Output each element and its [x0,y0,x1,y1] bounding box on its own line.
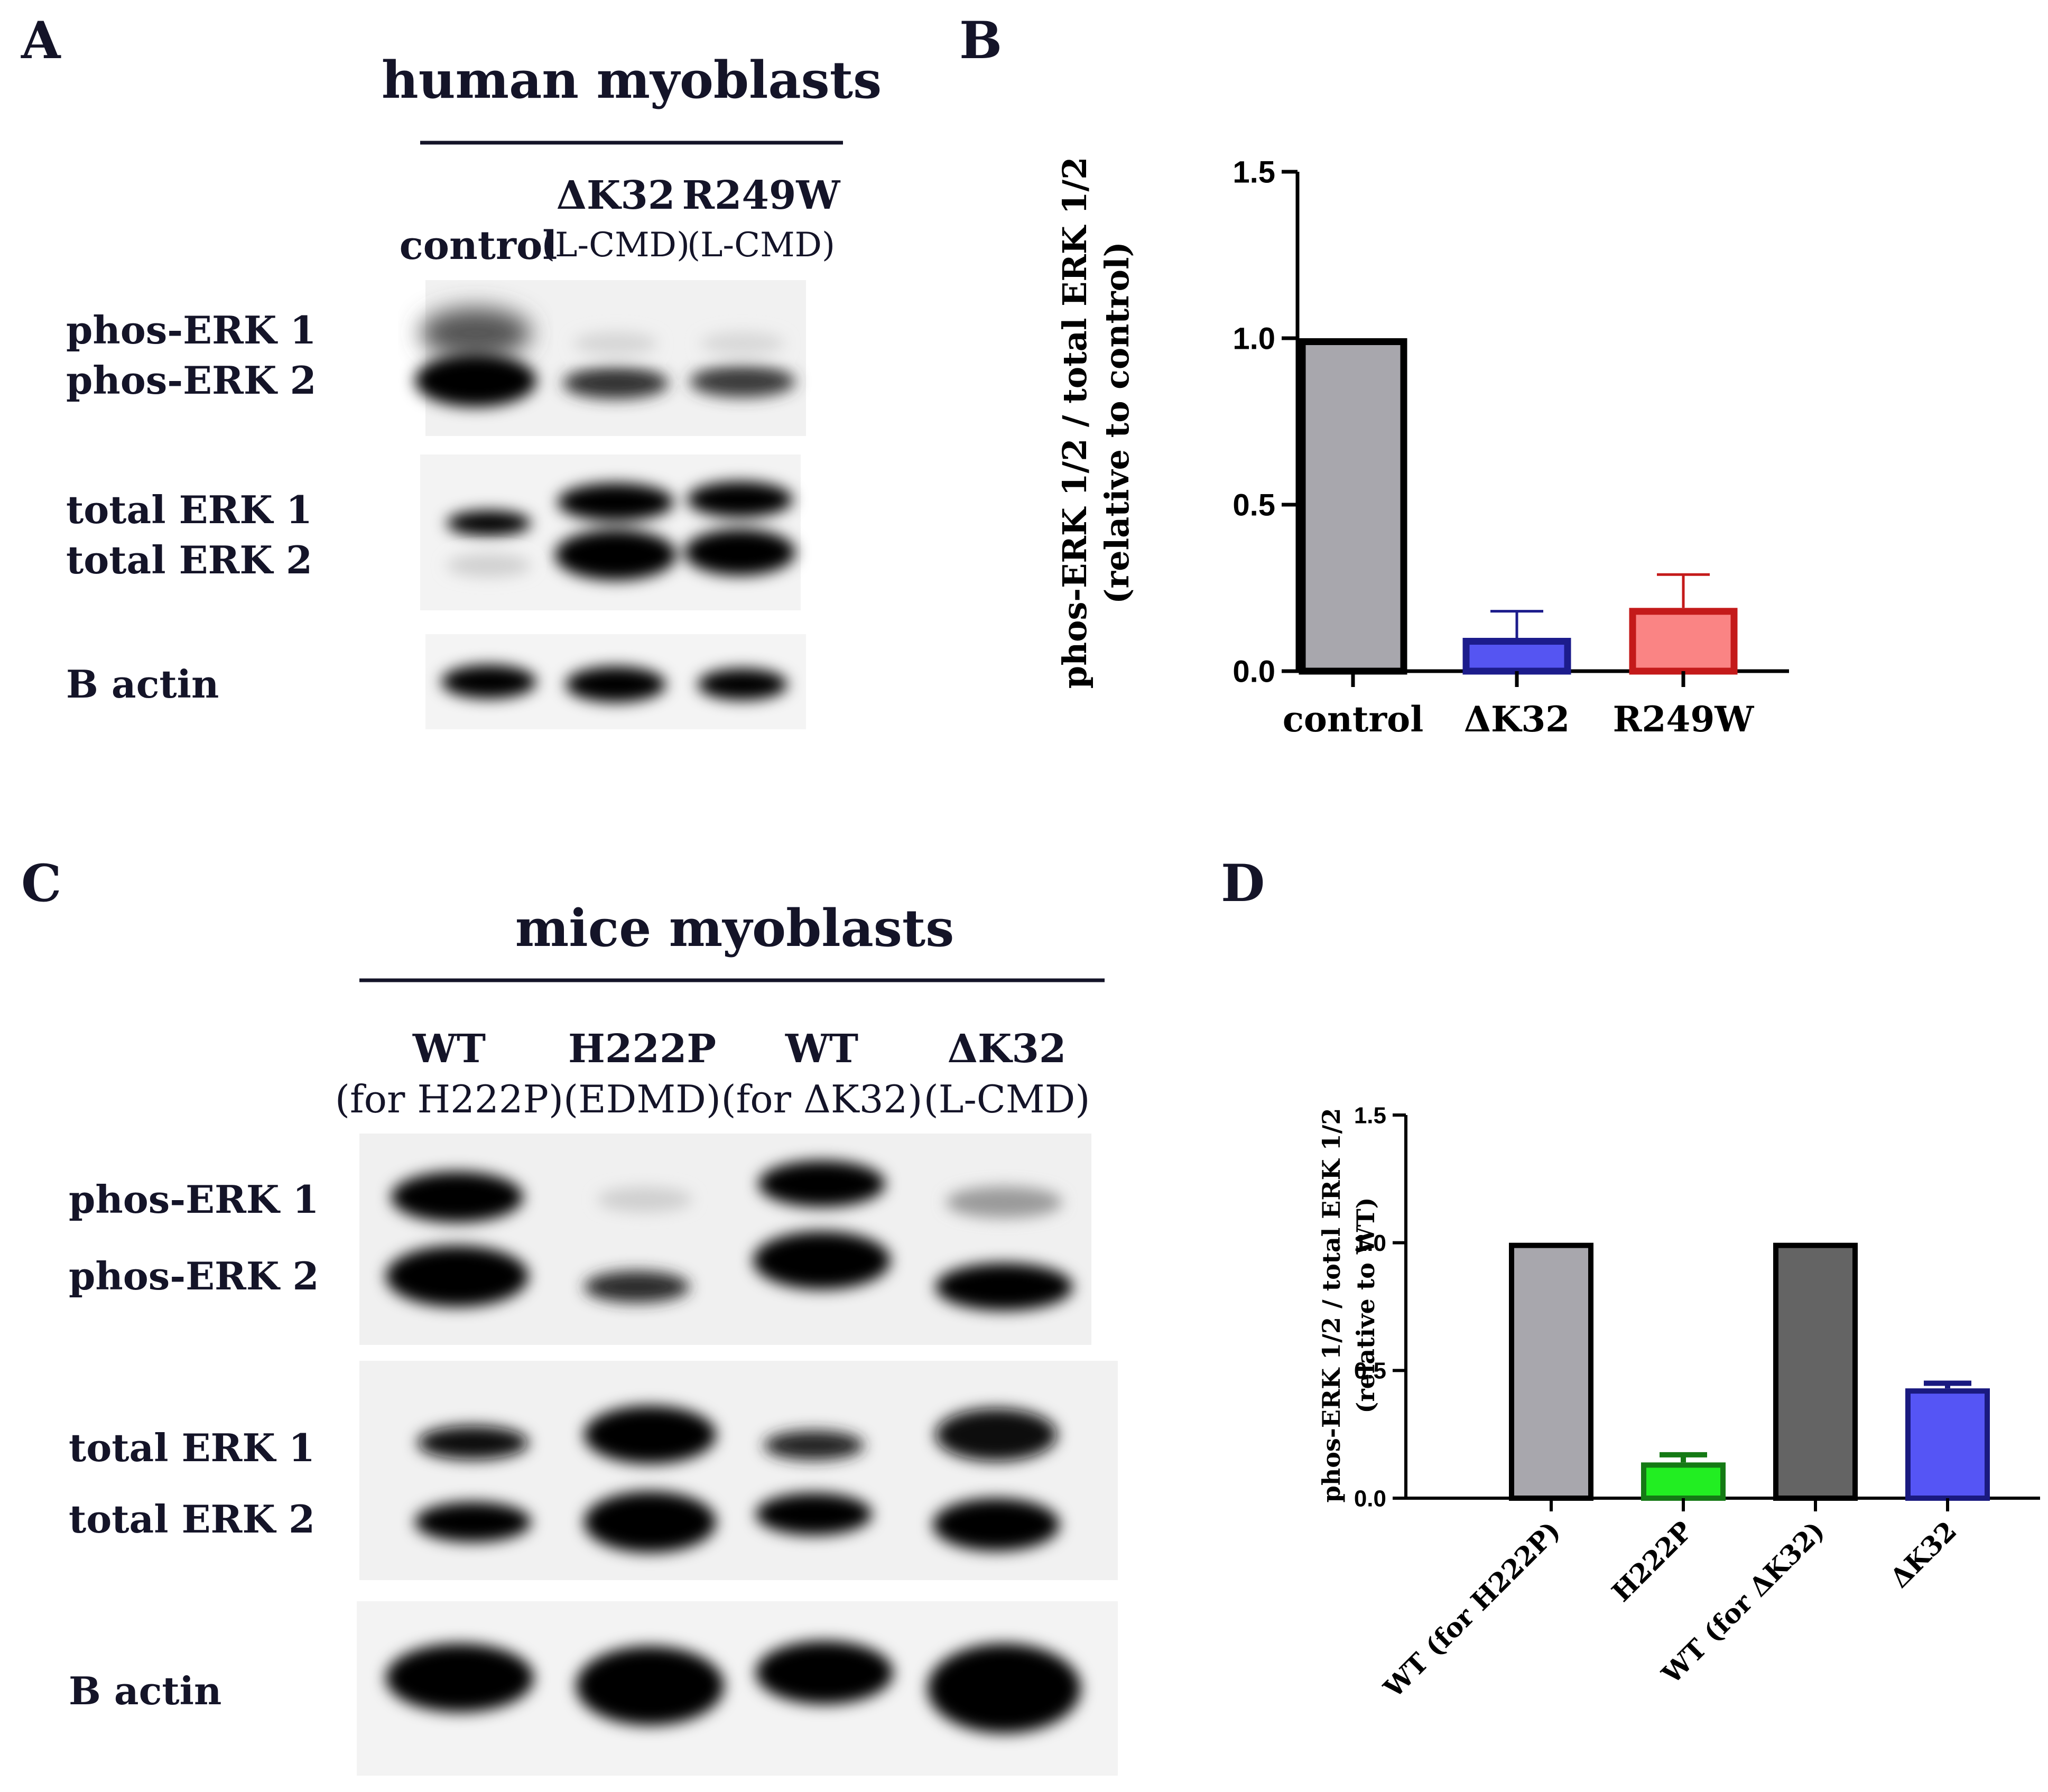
panel-a-letter: A [21,11,61,70]
panel-c-blot-total-erk [359,1361,1118,1580]
panel-c-label-phos-erk2: phos-ERK 2 [69,1254,319,1298]
chart-b-y-tick-label: 1.0 [1232,321,1275,356]
panel-a-label-total-erk2: total ERK 2 [66,537,312,582]
chart-d-bar [1509,1242,1593,1501]
panel-c-lane-2-name: H222P [568,1026,716,1072]
chart-b-category-label: R249W [1613,699,1755,740]
panel-c-blot-phos-erk [359,1134,1091,1345]
panel-a-blot-b-actin [425,634,806,729]
chart-d-bar [1641,1462,1726,1501]
chart-d-category-label: H222P [1606,1515,1699,1608]
chart-d-bar [1905,1388,1990,1501]
panel-a-blot-phos-erk [415,280,806,436]
panel-c-lane-3-name: WT [785,1026,858,1072]
panel-b: B 0.0 0.5 1.0 1.5 phos-ERK 1/2 / total ERK 1… [959,11,1789,740]
chart-b-y-tick-label: 0.0 [1232,654,1275,689]
chart-b-category-label: control [1283,699,1424,740]
chart-d-y-label: phos-ERK 1/2 / total ERK 1/2 [1317,1108,1346,1503]
chart-b-bar [1299,338,1407,675]
chart-b-y-tick-label: 1.5 [1232,155,1275,189]
chart-d-category-label: ΔK32 [1884,1515,1962,1594]
panel-c-lane-4-sub: (L-CMD) [924,1077,1090,1121]
panel-d-letter: D [1221,853,1265,913]
panel-a-label-total-erk1: total ERK 1 [66,487,312,532]
panel-c-lane-1-name: WT [412,1026,486,1072]
chart-b-category-label: ΔK32 [1464,699,1570,740]
chart-d-y-tick-label: 1.0 [1354,1230,1386,1256]
panel-c-lane-3-sub: (for ΔK32) [721,1077,923,1121]
panel-c-blot-b-actin [357,1601,1118,1776]
panel-a-lane-2-name: ΔK32 [557,173,675,218]
chart-d-y-tick-label: 1.5 [1354,1102,1386,1128]
panel-a-blot-total-erk [420,454,801,610]
panel-c-lane-1-sub: (for H222P) [335,1077,563,1121]
panel-a: A human myoblasts control ΔK32 (L-CMD) R… [21,11,882,729]
panel-c-title: mice myoblasts [515,898,955,958]
chart-b-y-label: phos-ERK 1/2 / total ERK 1/2 [1055,157,1094,689]
chart-b-bar [1462,638,1571,675]
chart-b-y-tick-label: 0.5 [1232,488,1275,522]
panel-b-letter: B [959,11,1002,70]
chart-b-bar [1629,608,1738,675]
chart-d-y-tick-label: 0.5 [1354,1358,1386,1384]
chart-b: 0.0 0.5 1.0 1.5 phos-ERK 1/2 / total ERK 1/2… [1055,155,1789,740]
panel-c-lane-4-name: ΔK32 [948,1026,1067,1072]
panel-a-lane-1-name: control [400,223,558,268]
panel-a-title: human myoblasts [382,50,882,110]
chart-d-bar [1773,1242,1858,1501]
panel-d: D 0.0 0.5 1.0 1.5 phos-ERK 1/2 / total ERK 1… [1221,853,2040,1704]
panel-c-lane-2-sub: (EDMD) [563,1077,721,1121]
panel-c-label-total-erk1: total ERK 1 [69,1425,315,1470]
chart-d-y-tick-label: 0.0 [1354,1485,1386,1511]
panel-a-lane-2-sub: (L-CMD) [542,226,690,265]
panel-a-label-b-actin: B actin [66,662,219,707]
panel-a-label-phos-erk2: phos-ERK 2 [66,358,317,403]
panel-a-lane-3-name: R249W [682,173,840,218]
chart-d-y-label-2: (relative to WT) [1351,1197,1380,1414]
panel-c-letter: C [21,853,61,913]
panel-a-lane-3-sub: (L-CMD) [687,226,835,265]
chart-b-y-label-2: (relative to control) [1098,242,1136,604]
panel-c: C mice myoblasts WT (for H222P) H222P (E… [21,853,1118,1776]
panel-c-label-total-erk2: total ERK 2 [69,1497,315,1542]
chart-d-category-label: WT (for H222P) [1377,1515,1567,1704]
panel-c-label-b-actin: B actin [69,1668,221,1713]
chart-d: 0.0 0.5 1.0 1.5 phos-ERK 1/2 / total ERK 1/2… [1317,1102,2040,1704]
panel-c-label-phos-erk1: phos-ERK 1 [69,1177,319,1222]
panel-a-label-phos-erk1: phos-ERK 1 [66,308,317,352]
